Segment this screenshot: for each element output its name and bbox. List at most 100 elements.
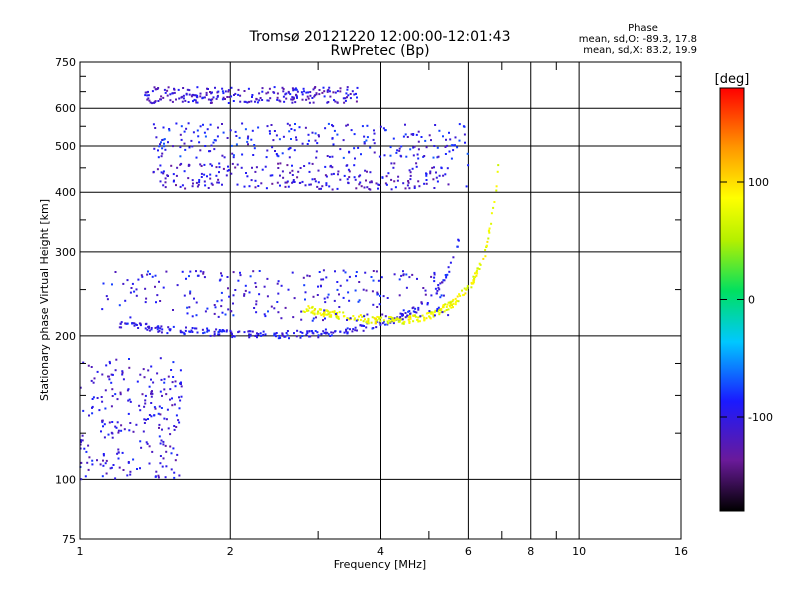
data-point xyxy=(144,394,147,397)
data-point xyxy=(258,92,261,95)
data-point xyxy=(91,459,94,462)
data-point xyxy=(306,143,309,145)
data-point xyxy=(376,291,379,294)
data-point xyxy=(110,431,113,434)
data-point xyxy=(157,330,160,333)
data-point xyxy=(408,276,411,279)
data-point xyxy=(334,91,337,94)
data-point xyxy=(301,142,304,145)
data-point xyxy=(411,167,414,170)
data-point xyxy=(207,88,209,90)
data-point xyxy=(404,316,407,319)
data-point xyxy=(359,174,362,177)
data-point xyxy=(268,87,271,90)
data-point xyxy=(237,93,240,96)
data-point xyxy=(394,186,397,189)
data-point xyxy=(331,188,334,191)
data-point xyxy=(109,467,112,470)
data-point xyxy=(126,279,129,282)
data-point xyxy=(199,163,202,166)
data-point xyxy=(107,375,110,378)
data-point xyxy=(279,336,282,339)
data-point xyxy=(188,89,191,92)
data-point xyxy=(127,461,130,463)
data-point xyxy=(173,87,175,90)
data-point xyxy=(423,155,426,157)
data-point xyxy=(348,176,351,179)
data-point xyxy=(144,402,147,405)
data-point xyxy=(121,371,124,374)
data-point xyxy=(110,381,113,384)
data-point xyxy=(462,125,465,128)
data-point xyxy=(376,315,379,318)
data-point xyxy=(402,182,405,185)
data-point xyxy=(376,306,379,308)
data-point xyxy=(436,156,439,159)
data-point xyxy=(366,136,369,139)
data-point xyxy=(257,126,260,129)
data-point xyxy=(330,334,333,337)
data-point xyxy=(274,150,276,152)
data-point xyxy=(157,476,160,479)
data-point xyxy=(148,273,151,275)
data-point xyxy=(276,301,279,303)
data-point xyxy=(288,130,291,133)
data-point xyxy=(301,335,304,337)
data-point xyxy=(390,188,393,191)
data-point xyxy=(392,166,395,169)
x-tick-label: 16 xyxy=(674,545,688,558)
data-point xyxy=(463,287,466,290)
data-point xyxy=(185,326,187,329)
data-point xyxy=(117,448,120,451)
data-point xyxy=(372,270,375,272)
data-point xyxy=(324,317,326,320)
data-point xyxy=(324,332,327,335)
data-point xyxy=(438,288,441,291)
data-point xyxy=(200,165,203,167)
data-point xyxy=(216,300,219,303)
data-point xyxy=(403,320,406,323)
data-point xyxy=(196,101,199,104)
data-point xyxy=(210,144,213,147)
data-point xyxy=(175,98,177,101)
data-point xyxy=(366,186,369,189)
data-point xyxy=(122,282,125,285)
data-point xyxy=(360,153,362,156)
data-point xyxy=(384,182,387,185)
data-point xyxy=(213,333,216,336)
data-point xyxy=(209,98,212,101)
data-point xyxy=(126,474,129,477)
data-point xyxy=(334,270,336,273)
data-point xyxy=(282,90,285,93)
colorbar-tick-label: -100 xyxy=(748,411,773,424)
data-point xyxy=(180,395,183,398)
data-point xyxy=(291,101,294,104)
data-point xyxy=(426,302,429,304)
data-point xyxy=(234,166,237,169)
data-point xyxy=(160,95,163,98)
data-point xyxy=(463,133,466,136)
data-point xyxy=(188,275,190,278)
data-point xyxy=(264,165,267,168)
data-point xyxy=(183,130,186,133)
data-point xyxy=(123,428,126,431)
data-point xyxy=(490,222,493,225)
data-point xyxy=(117,429,120,432)
data-point xyxy=(204,135,207,138)
data-point xyxy=(226,169,229,172)
data-point xyxy=(286,334,289,337)
data-point xyxy=(404,133,407,136)
data-point xyxy=(211,91,213,94)
data-point xyxy=(312,312,315,315)
data-point xyxy=(117,431,120,434)
data-point xyxy=(166,408,169,411)
data-point xyxy=(179,331,182,334)
data-point xyxy=(217,315,220,318)
data-point xyxy=(447,183,450,186)
data-point xyxy=(409,316,412,319)
data-point xyxy=(277,280,280,283)
data-point xyxy=(251,96,253,98)
data-point xyxy=(405,273,408,276)
data-point xyxy=(246,175,249,178)
data-point xyxy=(255,311,258,314)
